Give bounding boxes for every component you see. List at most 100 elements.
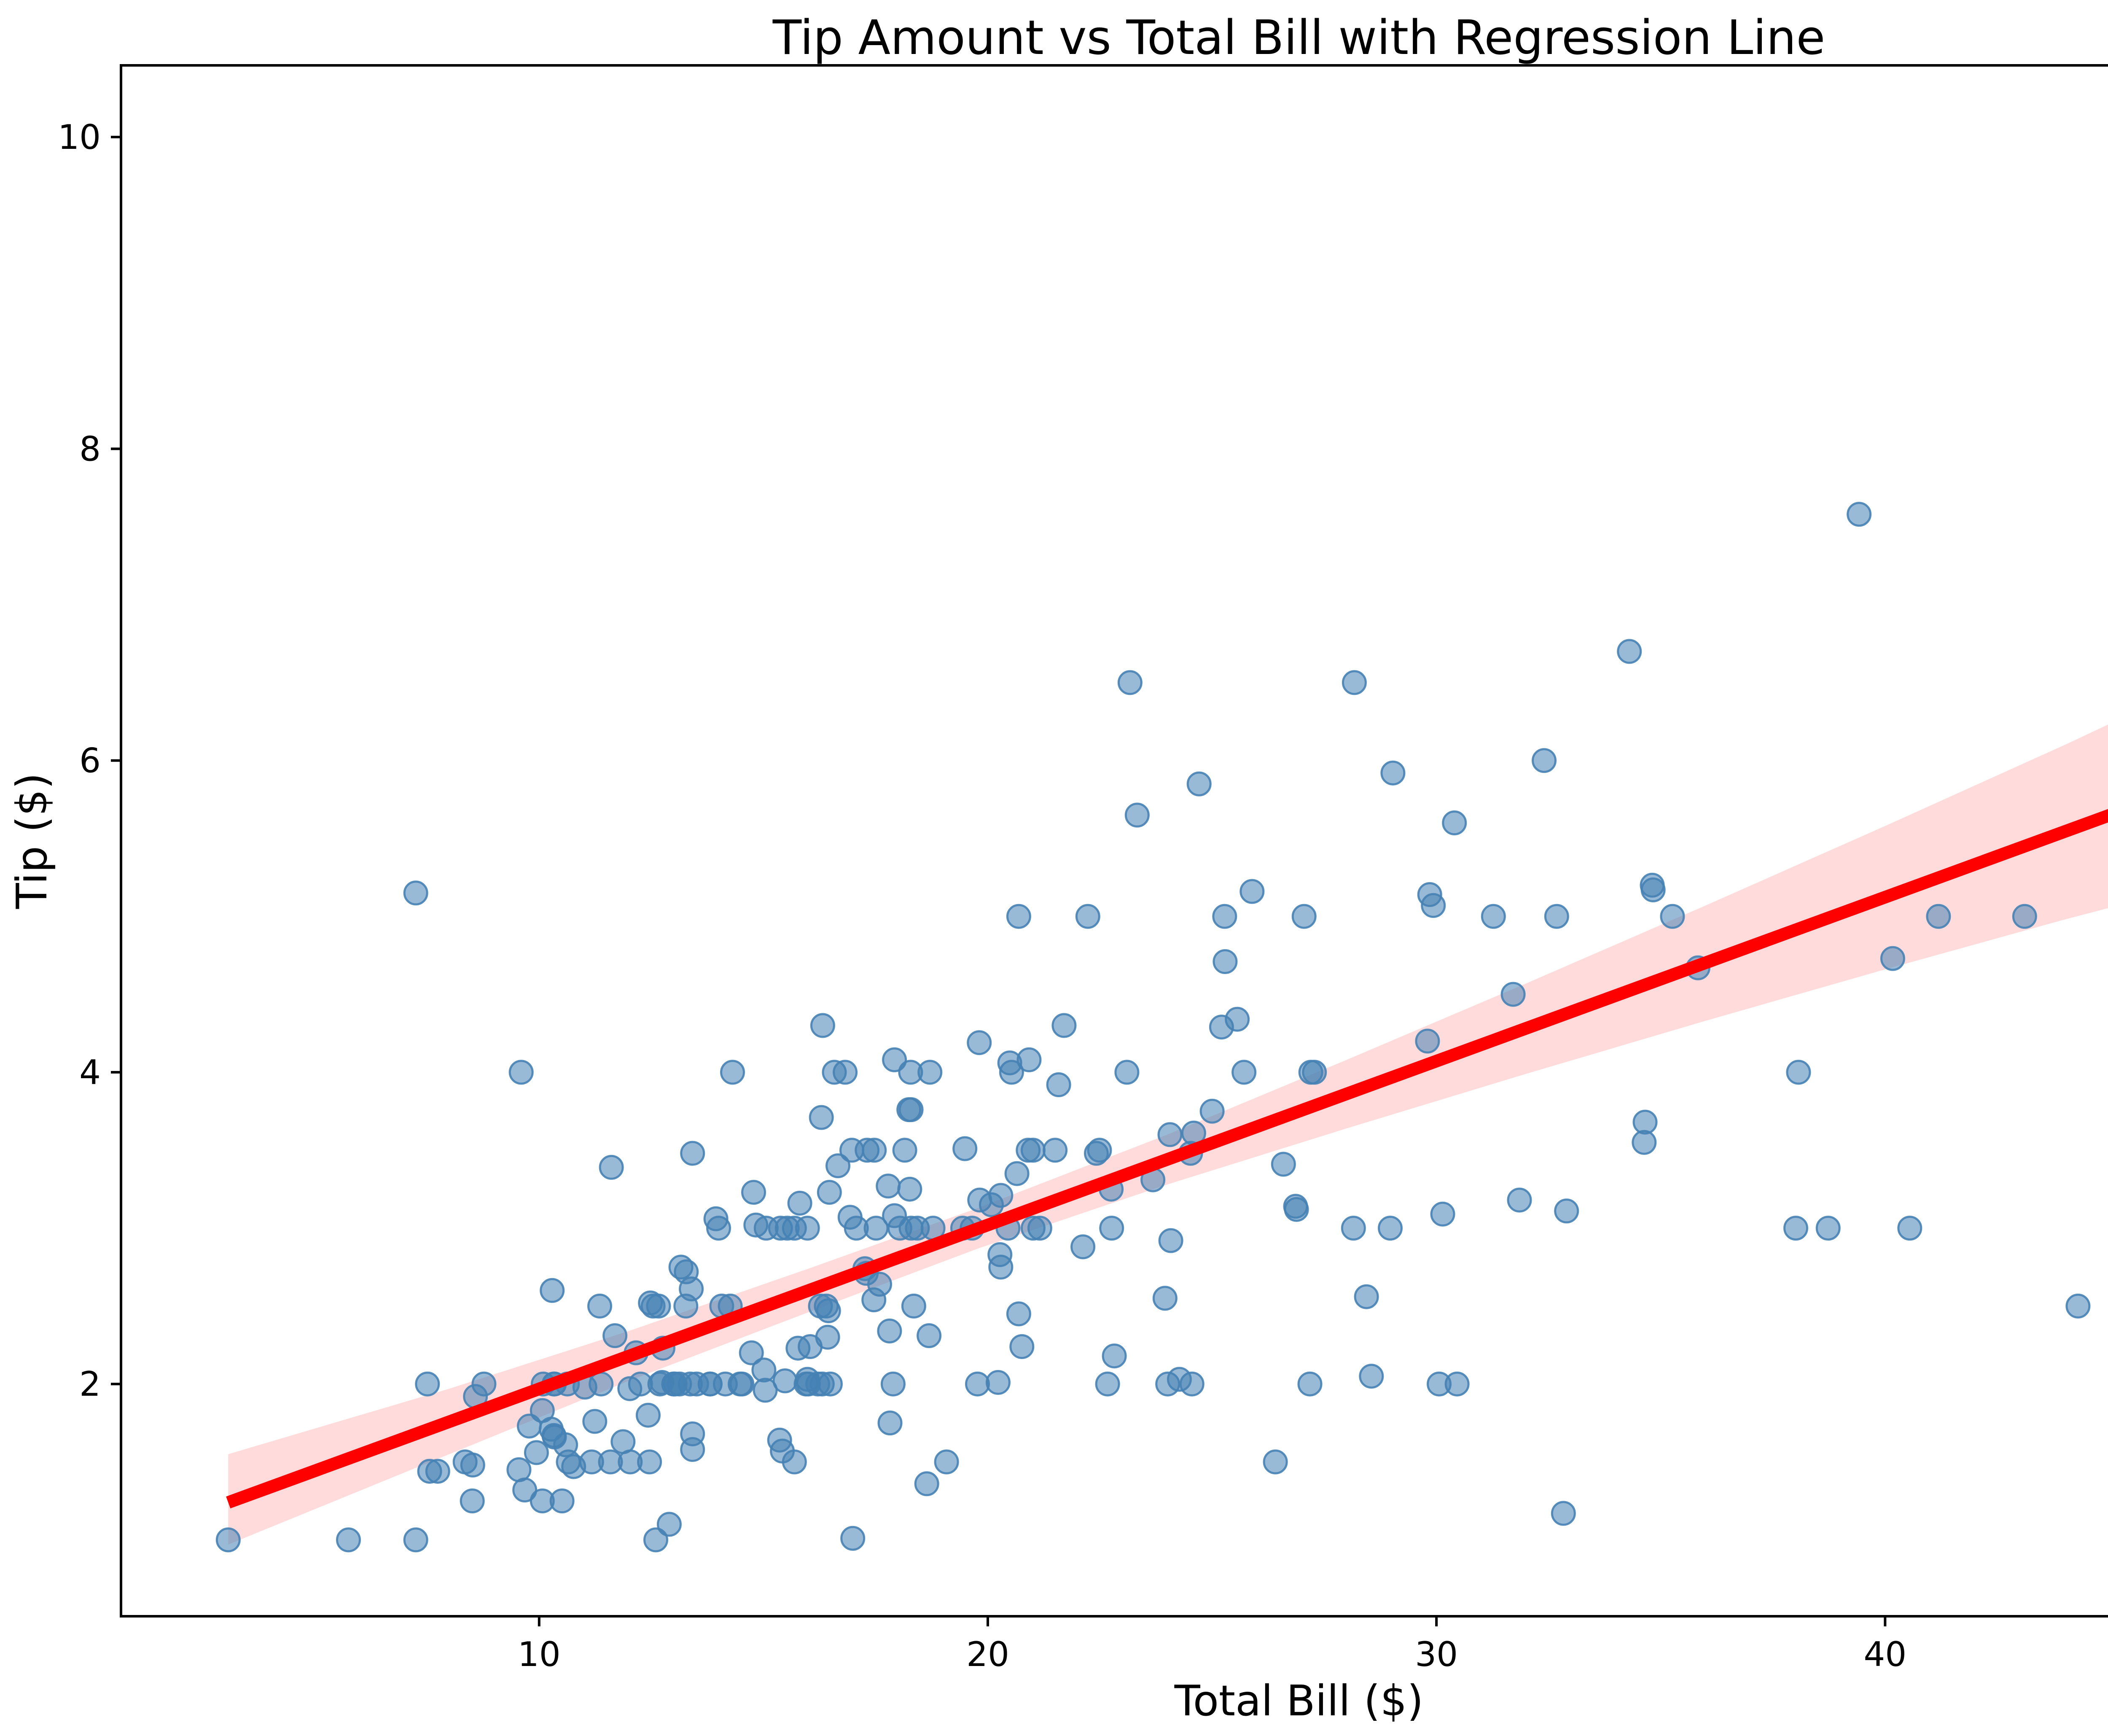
data-point <box>741 1180 766 1205</box>
data-point <box>1783 1216 1808 1241</box>
data-point <box>1926 904 1951 929</box>
data-point <box>840 1526 866 1551</box>
data-point <box>460 1488 485 1513</box>
data-point <box>901 1293 926 1319</box>
data-point <box>661 1371 686 1397</box>
data-point <box>862 1138 887 1163</box>
data-point <box>880 1371 906 1397</box>
data-point <box>914 1471 939 1496</box>
data-point <box>728 1371 753 1397</box>
data-point <box>897 1176 922 1202</box>
data-point <box>774 1216 800 1241</box>
data-point <box>1415 1028 1440 1054</box>
data-point <box>628 1371 653 1397</box>
data-point <box>985 1370 1011 1395</box>
x-tick-label: 20 <box>966 1635 1009 1674</box>
data-point <box>1291 904 1317 929</box>
y-axis-label: Tip ($) <box>7 773 56 910</box>
data-point <box>739 1340 764 1365</box>
data-point <box>999 1060 1024 1085</box>
data-point <box>646 1293 671 1319</box>
data-point <box>524 1440 549 1465</box>
data-point <box>1341 1216 1366 1241</box>
data-point <box>1124 802 1150 828</box>
data-point <box>553 1432 578 1457</box>
data-point <box>2065 1293 2091 1319</box>
data-point <box>599 1155 624 1180</box>
data-point <box>825 1153 850 1179</box>
data-point <box>882 1047 907 1072</box>
data-point <box>2012 904 2037 929</box>
y-tick-label: 6 <box>79 741 101 781</box>
y-tick-label: 8 <box>79 429 101 468</box>
x-axis-label: Total Bill ($) <box>1174 1676 1424 1725</box>
data-point <box>1481 904 1506 929</box>
y-axis-ticks: 2 4 6 8 10 <box>58 118 121 1404</box>
data-point <box>425 1459 450 1484</box>
data-point <box>512 1478 538 1503</box>
data-point <box>1283 1194 1308 1219</box>
data-point <box>1051 1013 1077 1038</box>
chart-title: Tip Amount vs Total Bill with Regression… <box>772 11 1826 65</box>
scatter-points <box>215 502 2091 1553</box>
data-point <box>1786 1060 1811 1085</box>
data-point <box>1016 1138 1041 1163</box>
data-point <box>540 1278 565 1303</box>
data-point <box>415 1371 440 1397</box>
data-point <box>1006 1301 1031 1327</box>
data-point <box>1847 502 1872 527</box>
data-point <box>1427 1371 1452 1397</box>
data-point <box>1442 810 1467 835</box>
data-point <box>1660 904 1685 929</box>
data-point <box>530 1488 555 1513</box>
data-point <box>336 1527 361 1553</box>
data-point <box>516 1413 542 1439</box>
data-point <box>1378 1216 1403 1241</box>
data-point <box>1157 1122 1183 1147</box>
data-point <box>1632 1109 1658 1135</box>
data-point <box>1380 760 1406 786</box>
data-point <box>561 1454 586 1479</box>
data-point <box>772 1368 798 1394</box>
data-point <box>684 1371 709 1397</box>
data-point <box>1043 1138 1068 1163</box>
data-point <box>598 1449 623 1475</box>
data-point <box>610 1429 636 1454</box>
data-point <box>1084 1141 1109 1166</box>
data-point <box>680 1437 705 1462</box>
data-point <box>822 1060 847 1085</box>
x-tick-label: 40 <box>1863 1635 1906 1674</box>
data-point <box>1354 1284 1379 1309</box>
data-point <box>917 1323 942 1348</box>
plot-border <box>120 64 2108 1618</box>
y-tick-label: 4 <box>79 1053 101 1092</box>
data-point <box>965 1371 990 1397</box>
x-axis-ticks: 1020304050 <box>518 1616 1906 1674</box>
data-point <box>1815 1216 1841 1241</box>
y-tick-label: 2 <box>79 1365 101 1404</box>
data-point <box>815 1324 840 1350</box>
data-point <box>403 880 428 906</box>
data-point <box>637 1449 662 1475</box>
data-point <box>587 1293 612 1319</box>
regression-line-path <box>226 809 2108 1509</box>
data-point <box>1544 904 1569 929</box>
data-point <box>1199 1098 1225 1124</box>
data-point <box>506 1457 532 1482</box>
data-point <box>787 1190 812 1216</box>
data-point <box>805 1371 831 1397</box>
data-point <box>1231 1060 1257 1085</box>
data-point <box>635 1402 661 1428</box>
data-point <box>1099 1216 1124 1241</box>
data-point <box>1297 1371 1323 1397</box>
data-point <box>1880 946 1905 971</box>
data-point <box>1500 982 1526 1007</box>
data-point <box>808 1293 833 1319</box>
regression-line <box>226 809 2108 1509</box>
data-point <box>1117 670 1143 695</box>
data-point <box>1152 1286 1178 1311</box>
data-point <box>656 1512 682 1537</box>
data-point <box>877 1319 902 1343</box>
